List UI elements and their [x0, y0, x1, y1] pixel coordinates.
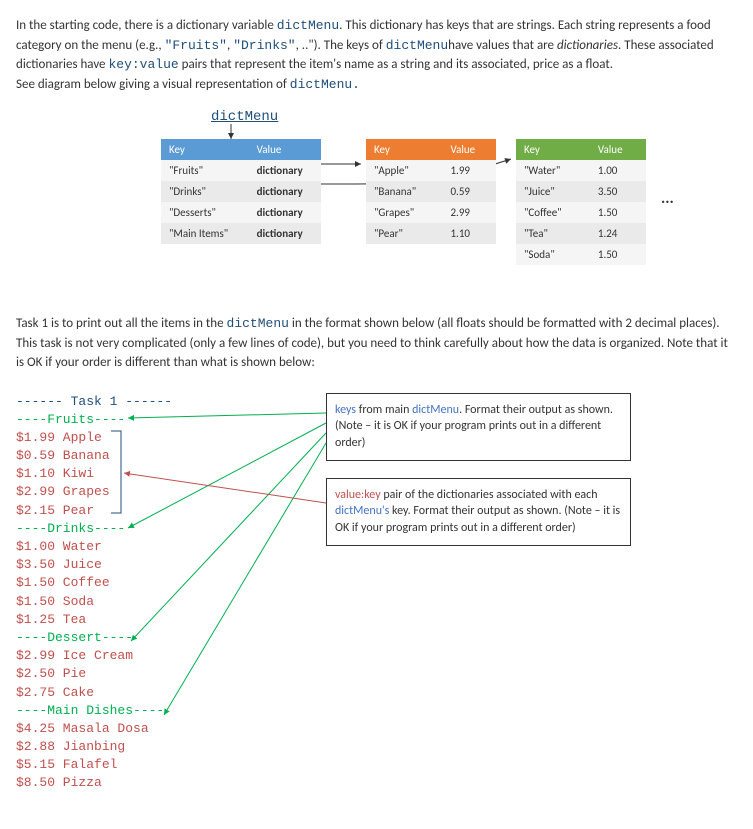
table-header: Value — [590, 139, 646, 160]
table-cell: "Main Items" — [161, 223, 249, 244]
table-cell: "Tea" — [516, 223, 590, 244]
output-line: $8.50 Pizza — [16, 774, 172, 792]
table-cell: "Banana" — [366, 181, 442, 202]
table-header: Value — [249, 139, 321, 160]
table-cell: 1.10 — [442, 223, 496, 244]
output-line: $2.50 Pie — [16, 665, 172, 683]
task-paragraph: Task 1 is to print out all the items in … — [16, 314, 737, 373]
table-cell: "Soda" — [516, 244, 590, 265]
table-cell: "Fruits" — [161, 160, 249, 181]
output-line: $2.88 Jianbing — [16, 738, 172, 756]
drinks-dict-table: KeyValue "Water"1.00 "Juice"3.50 "Coffee… — [516, 139, 646, 265]
intro-code-dictmenu: dictMenu — [277, 18, 339, 33]
output-line: ----Main Dishes---- — [16, 702, 172, 720]
intro-code-fruits: "Fruits" — [165, 38, 227, 53]
dictmenu-label: dictMenu — [211, 109, 278, 125]
output-line: $5.15 Falafel — [16, 756, 172, 774]
output-line: $1.50 Soda — [16, 593, 172, 611]
callout-keyword: keys — [335, 403, 356, 417]
output-line: ----Drinks---- — [16, 520, 172, 538]
intro-text: have values that are — [448, 38, 557, 53]
table-header: Key — [161, 139, 249, 160]
output-line: $1.99 Apple — [16, 429, 172, 447]
table-cell: dictionary — [249, 223, 321, 244]
intro-text: pairs that represent the item's name as … — [179, 57, 613, 72]
main-dict-table: KeyValue "Fruits"dictionary "Drinks"dict… — [161, 139, 321, 244]
output-line: ----Dessert---- — [16, 629, 172, 647]
callout-keys: keys from main dictMenu. Format their ou… — [326, 393, 631, 461]
table-cell: dictionary — [249, 181, 321, 202]
intro-text: See diagram below giving a visual repres… — [16, 77, 290, 92]
table-cell: 1.24 — [590, 223, 646, 244]
table-cell: "Grapes" — [366, 202, 442, 223]
intro-code-dictmenu3: dictMenu. — [290, 77, 360, 92]
intro-italic: dictionaries — [557, 38, 618, 53]
callout-text: from main — [356, 403, 412, 417]
output-area: ------ Task 1 ----------Fruits----$1.99 … — [16, 393, 737, 813]
intro-code-dictmenu2: dictMenu — [386, 38, 448, 53]
callout-text: pair of the dictionaries associated with… — [381, 488, 598, 502]
output-line: $1.25 Tea — [16, 611, 172, 629]
diagram-area: dictMenu KeyValue "Fruits"dictionary "Dr… — [16, 114, 737, 294]
output-line: $2.99 Grapes — [16, 483, 172, 501]
table-cell: 1.50 — [590, 244, 646, 265]
output-line: $2.99 Ice Cream — [16, 647, 172, 665]
output-line: $1.00 Water — [16, 538, 172, 556]
table-cell: "Coffee" — [516, 202, 590, 223]
fruits-dict-table: KeyValue "Apple"1.99 "Banana"0.59 "Grape… — [366, 139, 496, 244]
intro-code-keyvalue: key:value — [108, 57, 178, 72]
table-cell: "Pear" — [366, 223, 442, 244]
output-listing: ------ Task 1 ----------Fruits----$1.99 … — [16, 393, 172, 793]
output-line: $2.15 Pear — [16, 502, 172, 520]
intro-text: In the starting code, there is a diction… — [16, 18, 277, 33]
output-line: $1.50 Coffee — [16, 574, 172, 592]
table-cell: 1.50 — [590, 202, 646, 223]
table-cell: "Water" — [516, 160, 590, 181]
table-cell: "Drinks" — [161, 181, 249, 202]
table-cell: dictionary — [249, 160, 321, 181]
task-text: Task 1 is to print out all the items in … — [16, 316, 227, 331]
callout-keyword: dictMenu's — [335, 504, 389, 518]
table-cell: "Apple" — [366, 160, 442, 181]
table-cell: "Desserts" — [161, 202, 249, 223]
table-cell: 2.99 — [442, 202, 496, 223]
output-line: $4.25 Masala Dosa — [16, 720, 172, 738]
callout-keyword: dictMenu — [412, 403, 459, 417]
output-line: $1.10 Kiwi — [16, 465, 172, 483]
output-line: $2.75 Cake — [16, 684, 172, 702]
table-header: Key — [366, 139, 442, 160]
callout-values: value:key pair of the dictionaries assoc… — [326, 478, 631, 546]
table-cell: "Juice" — [516, 181, 590, 202]
output-line: $3.50 Juice — [16, 556, 172, 574]
table-cell: 3.50 — [590, 181, 646, 202]
output-line: ----Fruits---- — [16, 411, 172, 429]
table-header: Key — [516, 139, 590, 160]
intro-code-drinks: "Drinks" — [233, 38, 295, 53]
callout-keyword: value:key — [335, 488, 381, 502]
ellipsis: ... — [661, 189, 674, 208]
table-header: Value — [442, 139, 496, 160]
output-line: $0.59 Banana — [16, 447, 172, 465]
task-code-dictmenu: dictMenu — [227, 316, 289, 331]
intro-paragraph: In the starting code, there is a diction… — [16, 16, 737, 94]
table-cell: 0.59 — [442, 181, 496, 202]
table-cell: 1.99 — [442, 160, 496, 181]
table-cell: dictionary — [249, 202, 321, 223]
table-cell: 1.00 — [590, 160, 646, 181]
output-line: ------ Task 1 ------ — [16, 393, 172, 411]
intro-text: , .."). The keys of — [296, 38, 386, 53]
